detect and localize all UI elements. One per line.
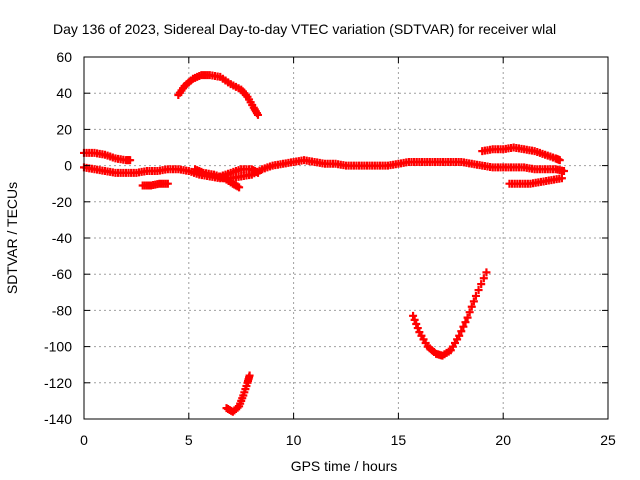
y-tick-label: 0 [64,158,72,174]
data-point-marker [467,302,476,311]
y-tick-label: -100 [44,339,72,355]
data-point-marker [409,311,418,320]
data-series [409,268,491,360]
data-series [505,174,566,188]
data-point-marker [413,324,422,333]
data-point-marker [465,308,474,317]
data-series [478,143,564,165]
x-tick-label: 10 [286,432,302,448]
data-point-marker [463,313,472,322]
y-tick-label: 60 [56,49,72,65]
y-tick-label: -20 [52,194,72,210]
y-tick-label: -140 [44,411,72,427]
data-series [247,156,568,179]
grid [84,57,608,419]
data-series [138,179,172,190]
chart-title: Day 136 of 2023, Sidereal Day-to-day VTE… [53,21,556,37]
data-series [191,165,244,192]
data-point-marker [410,315,419,324]
x-tick-label: 25 [600,432,616,448]
data-point-marker [163,179,172,188]
data-series [222,371,254,416]
data-point-marker [469,297,478,306]
y-axis-label: SDTVAR / TECUs [4,182,20,294]
data-point-marker [555,156,564,165]
data-series [80,148,135,165]
data-point-marker [126,156,135,165]
y-tick-label: -40 [52,230,72,246]
x-tick-label: 20 [495,432,511,448]
x-tick-label: 0 [80,432,88,448]
data-series [174,71,262,119]
axis-ticks: 0 5 10 15 20 25 -140 -120 -100 -80 -60 -40 -20 0 20 40 6… [44,49,616,448]
data-point-marker [474,286,483,295]
data-point-marker [479,274,488,283]
data-point-marker [471,291,480,300]
y-tick-label: -120 [44,375,72,391]
data-point-marker [459,322,468,331]
data-point-marker [253,110,262,119]
data-point-marker [461,318,470,327]
data-point-marker [412,319,421,328]
data-point-marker [235,183,244,192]
y-tick-label: -60 [52,266,72,282]
data-point-marker [455,331,464,340]
data-point-marker [245,371,254,380]
data-point-marker [557,174,566,183]
x-tick-label: 5 [185,432,193,448]
y-tick-label: -80 [52,302,72,318]
y-tick-label: 20 [56,121,72,137]
data-point-marker [559,167,568,176]
y-tick-label: 40 [56,85,72,101]
x-axis-label: GPS time / hours [291,458,398,474]
data-point-marker [482,268,491,277]
data-point-marker [477,280,486,289]
x-tick-label: 15 [391,432,407,448]
data-point-marker [457,327,466,336]
data-points [80,71,568,416]
